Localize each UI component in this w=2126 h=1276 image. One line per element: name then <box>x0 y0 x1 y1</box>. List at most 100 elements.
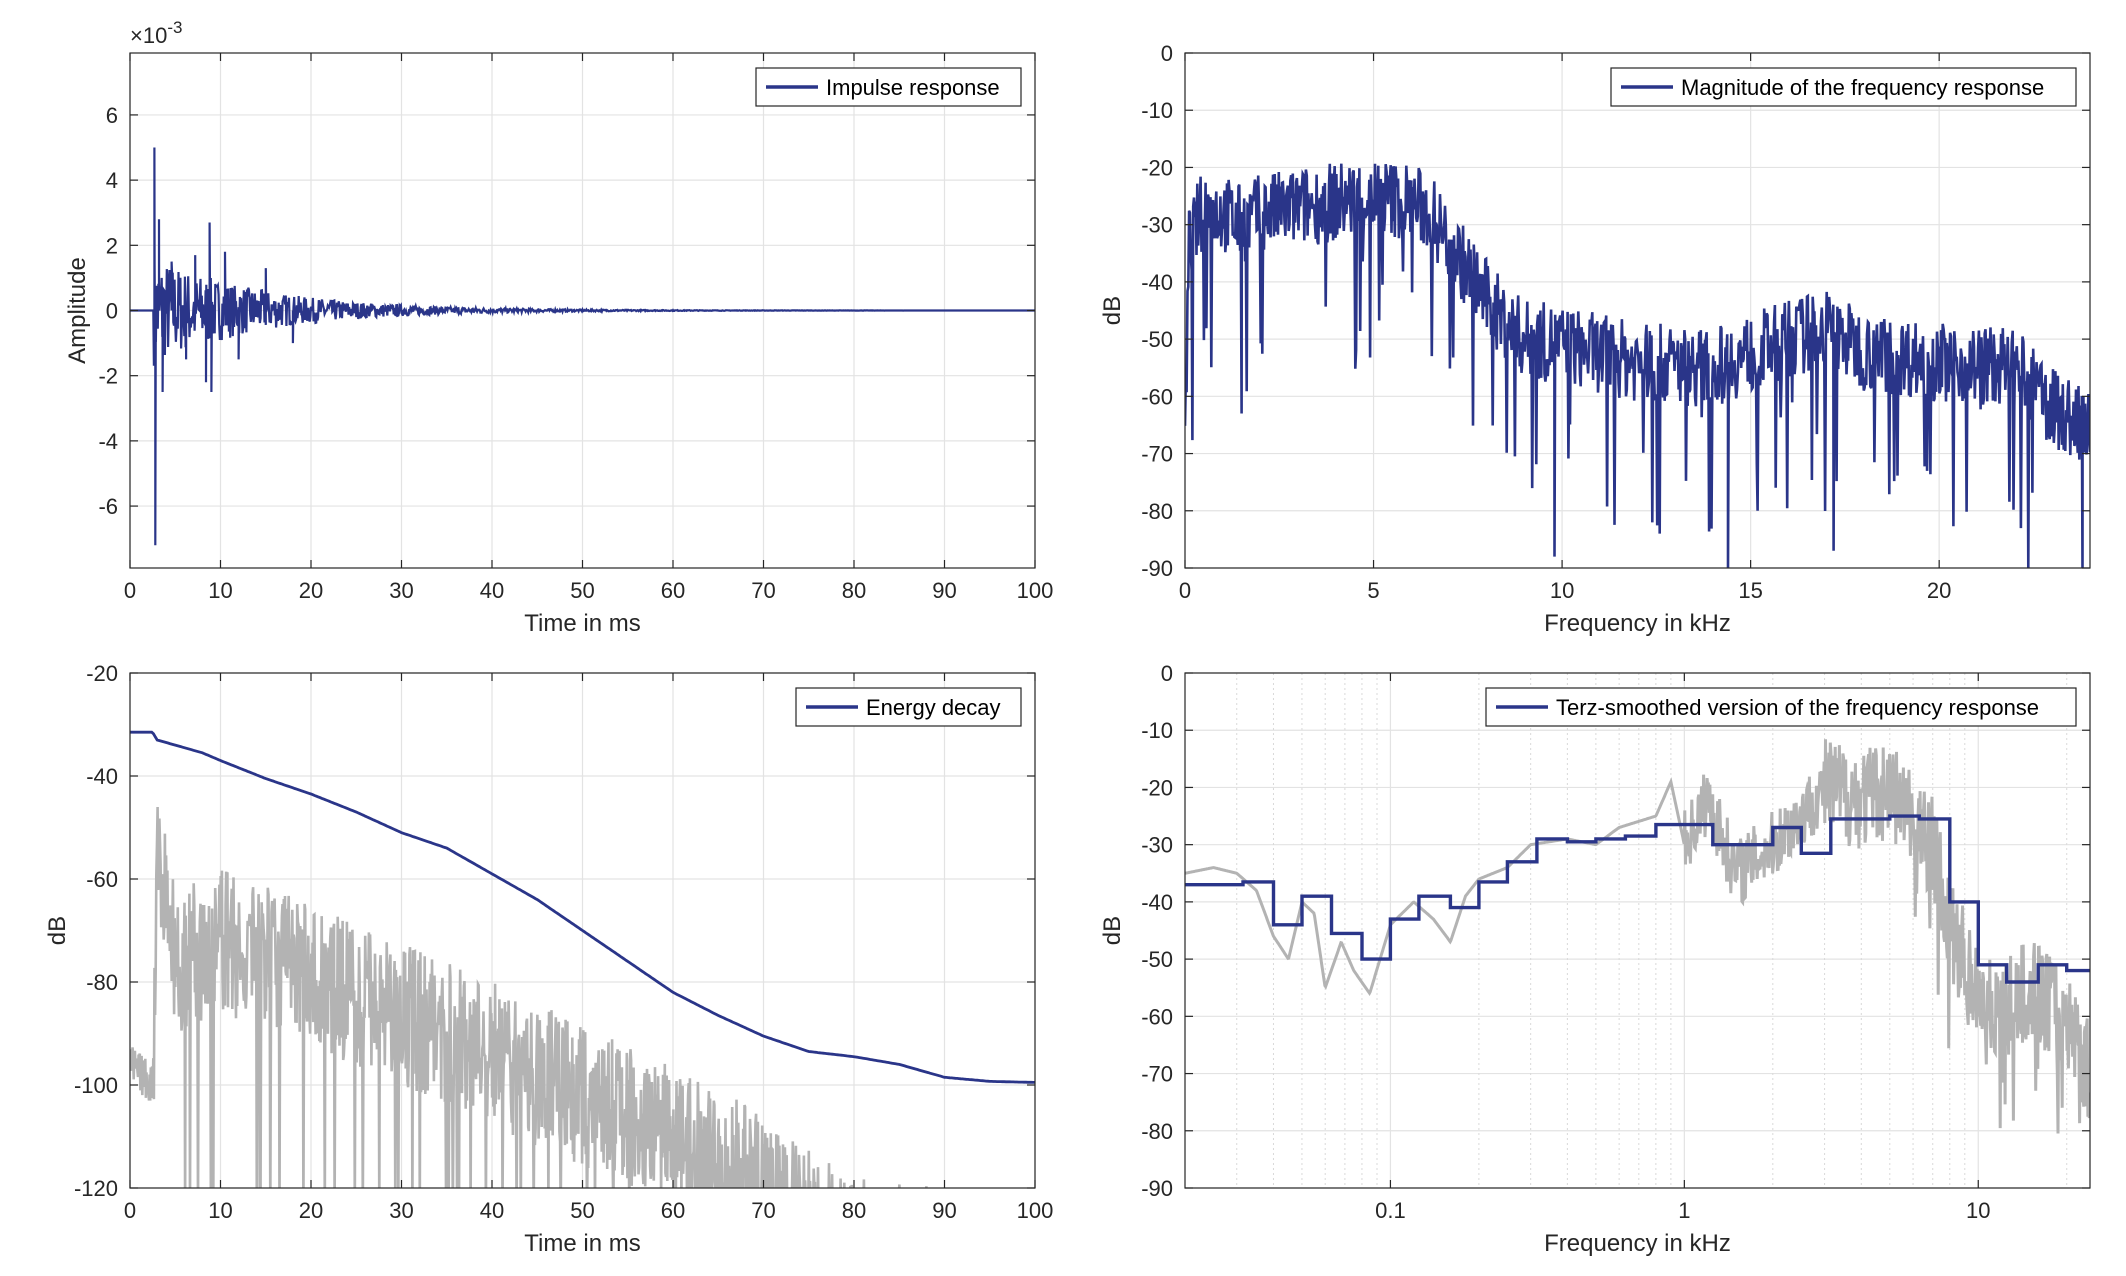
frequency-gray-line <box>1185 739 2090 1134</box>
axis-exponent-power: -3 <box>167 18 182 37</box>
chart-panel-1: 0 10 20 30 40 50 60 70 80 90 100 -6 -4 -2 0 2 4 6 Time in … <box>64 18 1053 637</box>
x-axis-label: Time in ms <box>524 1230 640 1257</box>
x-tick-label: 70 <box>751 1198 775 1223</box>
x-tick-label: 60 <box>661 1198 685 1223</box>
y-tick-label: 4 <box>106 168 118 193</box>
y-tick-label: -30 <box>1141 833 1173 858</box>
x-tick-label: 40 <box>480 1198 504 1223</box>
x-tick-label: 10 <box>1966 1198 1990 1223</box>
x-tick-label: 20 <box>1927 578 1951 603</box>
y-tick-label: -90 <box>1141 1176 1173 1201</box>
y-tick-label: -20 <box>86 661 118 686</box>
x-tick-label: 100 <box>1017 1198 1054 1223</box>
y-axis-label: dB <box>1099 296 1126 325</box>
x-tick-label: 50 <box>570 578 594 603</box>
y-tick-label: -20 <box>1141 155 1173 180</box>
x-tick-label: 60 <box>661 578 685 603</box>
x-axis-label: Time in ms <box>524 610 640 637</box>
data-layer <box>130 147 1035 546</box>
energy-decay-line <box>130 730 1035 1084</box>
y-tick-label: -40 <box>1141 270 1173 295</box>
y-tick-label: -30 <box>1141 213 1173 238</box>
x-axis-label: Frequency in kHz <box>1544 610 1731 637</box>
y-tick-label: -10 <box>1141 98 1173 123</box>
y-tick-label: -80 <box>86 970 118 995</box>
y-tick-label: -60 <box>86 867 118 892</box>
energy-gray-line <box>130 806 928 1188</box>
y-tick-label: -20 <box>1141 775 1173 800</box>
y-tick-label: -6 <box>98 494 118 519</box>
legend-box <box>1610 67 2077 107</box>
y-tick-label: -100 <box>74 1073 118 1098</box>
x-tick-label: 100 <box>1017 578 1054 603</box>
x-tick-label: 20 <box>299 578 323 603</box>
x-tick-label: 10 <box>208 578 232 603</box>
legend-box <box>1485 687 2077 727</box>
y-axis-label: dB <box>1099 916 1126 945</box>
y-tick-label: -50 <box>1141 327 1173 352</box>
data-layer <box>1185 739 2090 1134</box>
y-tick-label: 2 <box>106 233 118 258</box>
y-tick-label: -10 <box>1141 718 1173 743</box>
x-tick-label: 70 <box>751 578 775 603</box>
chart-panel-2: 0 5 10 15 20 -90 -80 -70 -60 -50 -40 -30 -20 -10 0 Freq… <box>1099 41 2091 637</box>
impulse-response-line <box>130 147 1035 546</box>
magnitude-line <box>1185 163 2090 568</box>
x-tick-label: 1 <box>1678 1198 1690 1223</box>
y-tick-label: -80 <box>1141 499 1173 524</box>
x-tick-label: 15 <box>1738 578 1762 603</box>
legend-label: Impulse response <box>826 75 1000 100</box>
chart-panel-3: 0 10 20 30 40 50 60 70 80 90 100 -120 -100 -80 -60 -40 -… <box>44 661 1053 1257</box>
x-tick-label: 90 <box>932 1198 956 1223</box>
x-tick-label: 30 <box>389 578 413 603</box>
x-tick-label: 30 <box>389 1198 413 1223</box>
x-tick-label: 10 <box>1550 578 1574 603</box>
x-tick-label: 0 <box>1179 578 1191 603</box>
legend-label: Terz-smoothed version of the frequency r… <box>1556 695 2039 720</box>
y-tick-label: -70 <box>1141 442 1173 467</box>
legend: Impulse response <box>755 67 1022 107</box>
y-tick-label: -4 <box>98 429 118 454</box>
x-tick-label: 50 <box>570 1198 594 1223</box>
x-tick-label: 5 <box>1367 578 1379 603</box>
x-tick-label: 0 <box>124 1198 136 1223</box>
legend: Magnitude of the frequency response <box>1610 67 2077 107</box>
chart-panel-4: 0.1 1 10 -90 -80 -70 -60 -50 -40 -30 -20 -10 0 Freque… <box>1099 661 2091 1257</box>
x-tick-label: 0.1 <box>1375 1198 1406 1223</box>
y-tick-label: -40 <box>1141 890 1173 915</box>
data-layer <box>1185 163 2090 568</box>
y-tick-label: -2 <box>98 364 118 389</box>
y-tick-label: -60 <box>1141 384 1173 409</box>
legend: Terz-smoothed version of the frequency r… <box>1485 687 2077 727</box>
y-tick-label: 0 <box>1161 661 1173 686</box>
x-tick-label: 0 <box>124 578 136 603</box>
x-tick-label: 20 <box>299 1198 323 1223</box>
y-tick-label: -60 <box>1141 1004 1173 1029</box>
y-tick-label: -70 <box>1141 1062 1173 1087</box>
x-tick-label: 80 <box>842 1198 866 1223</box>
legend: Energy decay <box>795 687 1022 727</box>
legend-label: Magnitude of the frequency response <box>1681 75 2044 100</box>
x-tick-label: 90 <box>932 578 956 603</box>
x-tick-label: 10 <box>208 1198 232 1223</box>
y-tick-label: -40 <box>86 764 118 789</box>
axes-box <box>1184 672 2091 1189</box>
terz-smoothed-line <box>1185 814 2090 984</box>
data-layer <box>130 730 1035 1188</box>
axis-exponent-label: ×10-3 <box>130 18 182 48</box>
y-axis-label: Amplitude <box>64 257 91 364</box>
y-tick-label: 0 <box>1161 41 1173 66</box>
legend-label: Energy decay <box>866 695 1001 720</box>
axes-box <box>1184 52 2091 569</box>
x-axis-label: Frequency in kHz <box>1544 1230 1731 1257</box>
x-tick-label: 40 <box>480 578 504 603</box>
y-axis-label: dB <box>44 916 71 945</box>
y-tick-label: -90 <box>1141 556 1173 581</box>
y-tick-label: -80 <box>1141 1119 1173 1144</box>
y-tick-label: -50 <box>1141 947 1173 972</box>
y-tick-label: 0 <box>106 299 118 324</box>
y-tick-label: 6 <box>106 103 118 128</box>
y-tick-label: -120 <box>74 1176 118 1201</box>
x-tick-label: 80 <box>842 578 866 603</box>
